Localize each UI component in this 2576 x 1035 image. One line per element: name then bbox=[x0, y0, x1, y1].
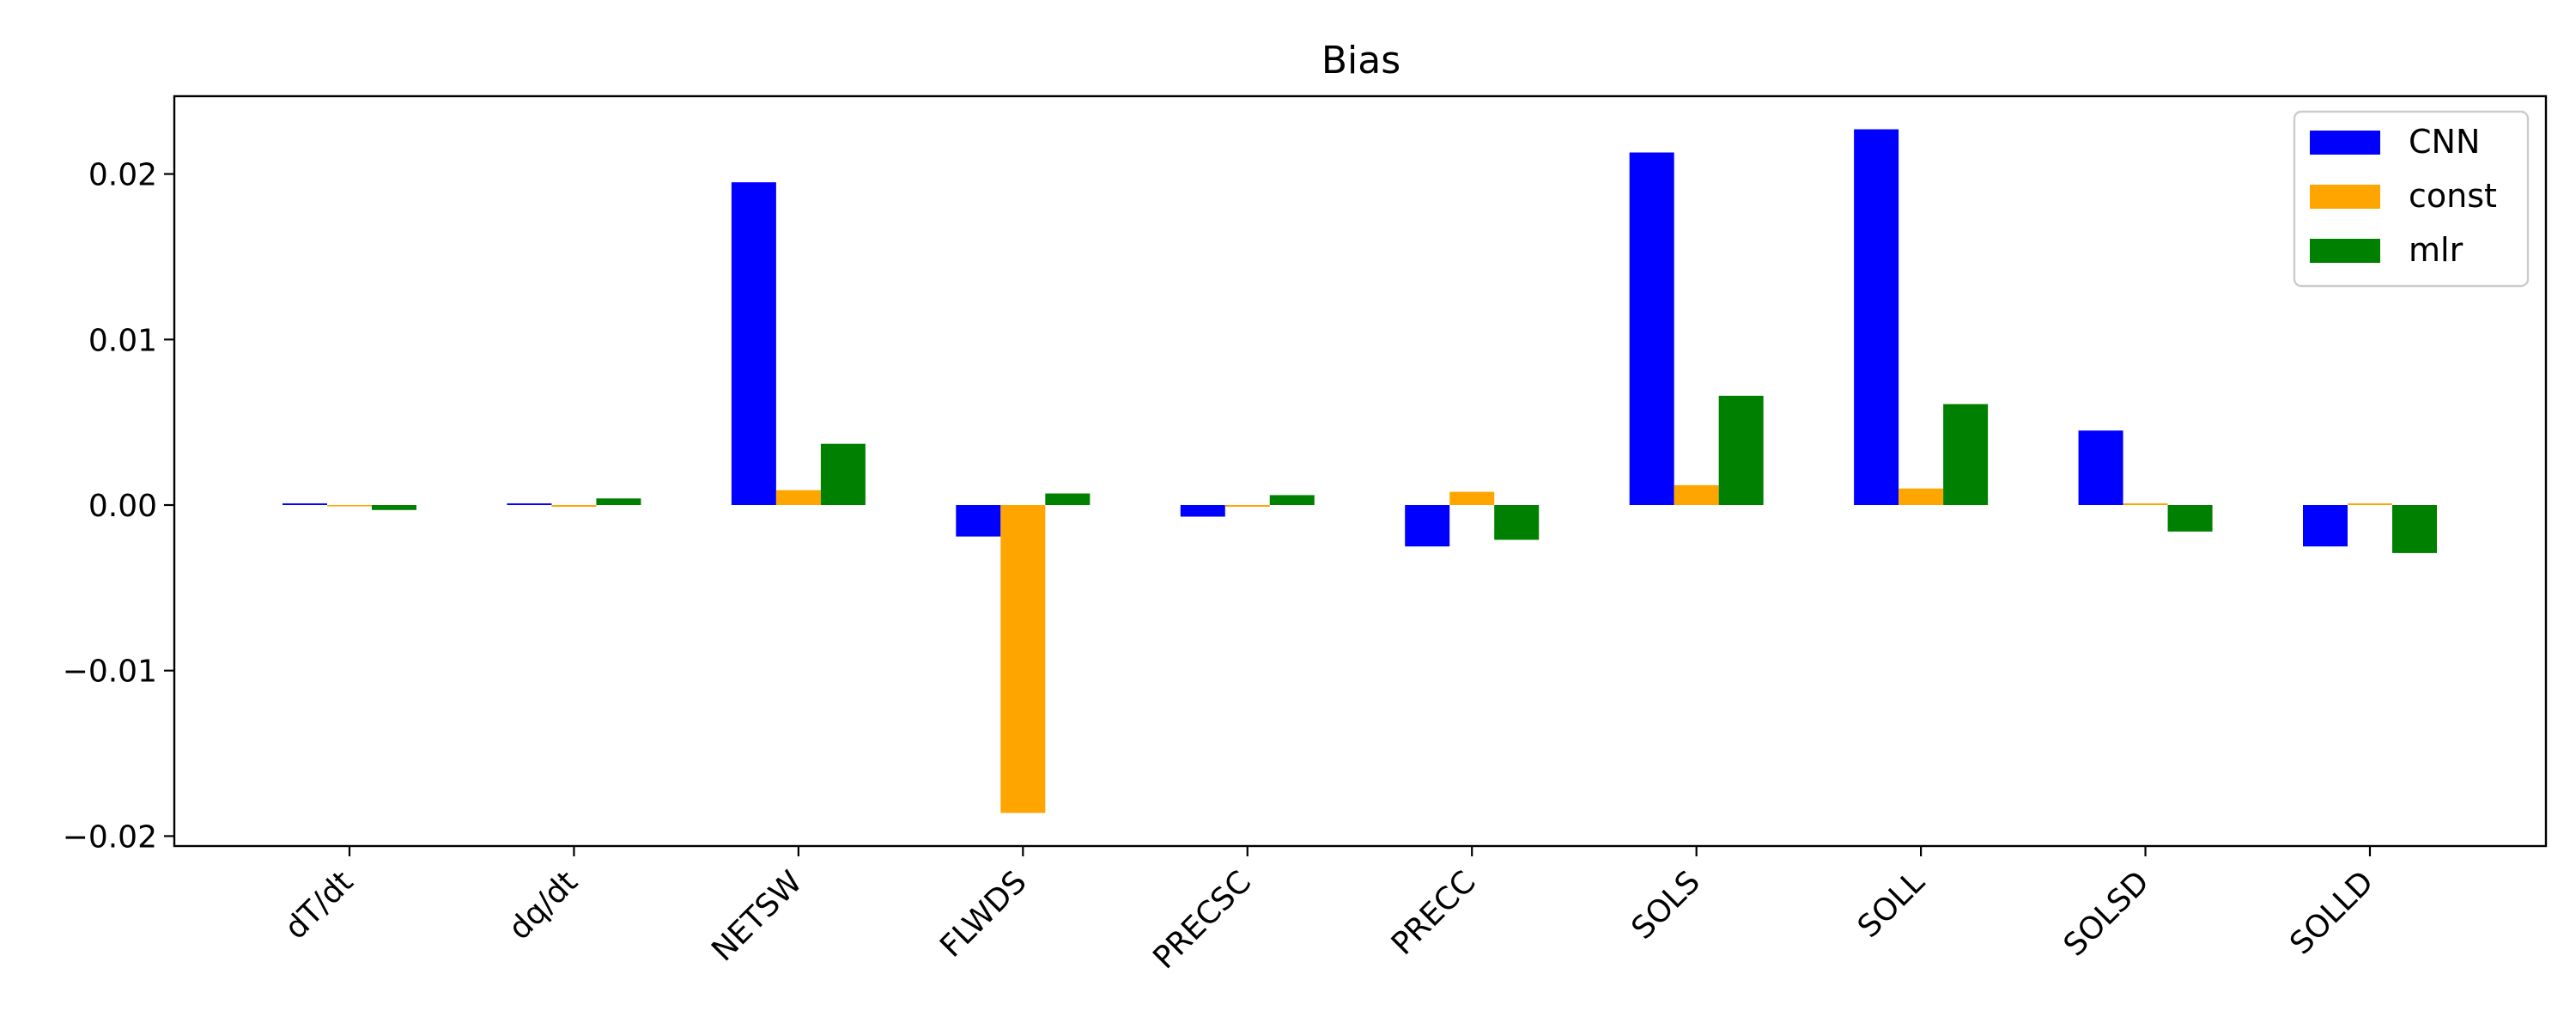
legend-label-cnn: CNN bbox=[2409, 123, 2480, 161]
legend-swatch-cnn bbox=[2310, 131, 2380, 155]
y-tick-label: 0.01 bbox=[88, 323, 157, 358]
bar-cnn-solld bbox=[2303, 505, 2348, 547]
legend: CNN const mlr bbox=[2293, 110, 2530, 288]
bar-mlr-precc bbox=[1494, 505, 1540, 540]
bar-const-soll bbox=[1899, 488, 1944, 506]
bar-cnn-soll bbox=[1854, 129, 1899, 506]
bar-const-sols bbox=[1674, 484, 1719, 506]
plot-frame bbox=[173, 94, 2548, 848]
bar-mlr-precsc bbox=[1269, 495, 1315, 505]
bar-mlr-dt-dt bbox=[372, 505, 416, 510]
bar-const-precc bbox=[1449, 491, 1495, 506]
bar-const-solld bbox=[2348, 503, 2392, 506]
bar-cnn-precc bbox=[1405, 505, 1450, 547]
bar-mlr-solsd bbox=[2167, 505, 2213, 532]
bar-mlr-solld bbox=[2392, 505, 2437, 553]
bar-cnn-precsc bbox=[1180, 505, 1225, 517]
bar-mlr-flwds bbox=[1045, 493, 1091, 506]
chart-title: Bias bbox=[1321, 39, 1400, 82]
bar-const-dt-dt bbox=[327, 505, 372, 507]
bar-cnn-dq-dt bbox=[507, 503, 552, 506]
bars-layer bbox=[283, 129, 2437, 813]
bar-const-dq-dt bbox=[551, 505, 597, 507]
bar-cnn-sols bbox=[1629, 152, 1674, 505]
legend-swatch-const bbox=[2310, 185, 2380, 209]
y-tick-label: −0.02 bbox=[63, 819, 157, 855]
bar-cnn-solsd bbox=[2078, 430, 2123, 505]
bar-mlr-soll bbox=[1943, 404, 1989, 506]
bar-mlr-dq-dt bbox=[596, 498, 641, 506]
bar-const-precsc bbox=[1224, 505, 1270, 507]
bar-cnn-netsw bbox=[731, 182, 776, 505]
bar-const-solsd bbox=[2123, 503, 2168, 506]
bar-mlr-sols bbox=[1718, 395, 1764, 505]
bar-mlr-netsw bbox=[820, 443, 866, 505]
legend-label-const: const bbox=[2409, 177, 2497, 215]
y-tick-label: 0.00 bbox=[88, 489, 157, 524]
y-tick-label: −0.01 bbox=[63, 654, 157, 690]
bar-cnn-flwds bbox=[956, 505, 1001, 537]
bar-const-netsw bbox=[775, 490, 821, 505]
y-tick-label: 0.02 bbox=[88, 158, 157, 193]
legend-label-mlr: mlr bbox=[2409, 231, 2464, 269]
legend-swatch-mlr bbox=[2310, 239, 2380, 263]
bar-cnn-dt-dt bbox=[283, 503, 327, 506]
bar-const-flwds bbox=[1000, 505, 1046, 813]
